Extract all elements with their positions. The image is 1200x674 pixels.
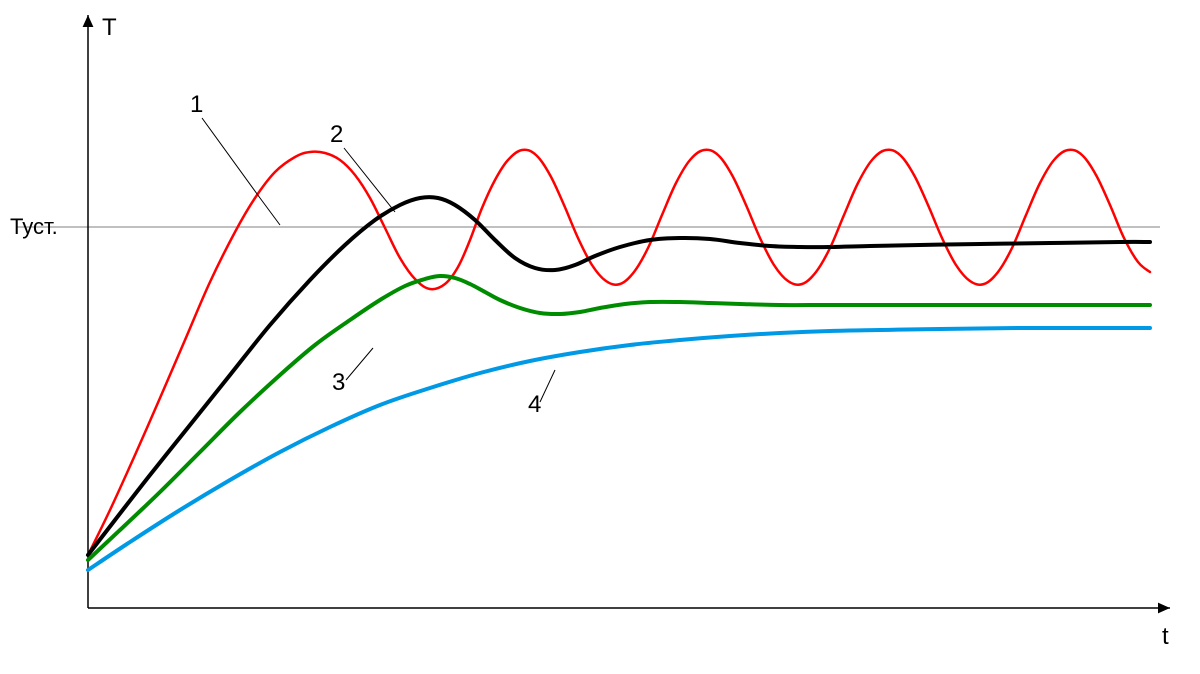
curve-label-1: 1 [190, 91, 203, 118]
response-curves-chart: Туст. Tt 1 2 3 4 [0, 0, 1200, 674]
y-axis-label: T [102, 14, 117, 41]
curve-label-2: 2 [330, 121, 343, 148]
x-axis-label: t [1162, 623, 1169, 650]
reference-line-label: Туст. [10, 214, 58, 239]
curve-label-3: 3 [332, 369, 345, 396]
curve-label-4: 4 [528, 391, 541, 418]
